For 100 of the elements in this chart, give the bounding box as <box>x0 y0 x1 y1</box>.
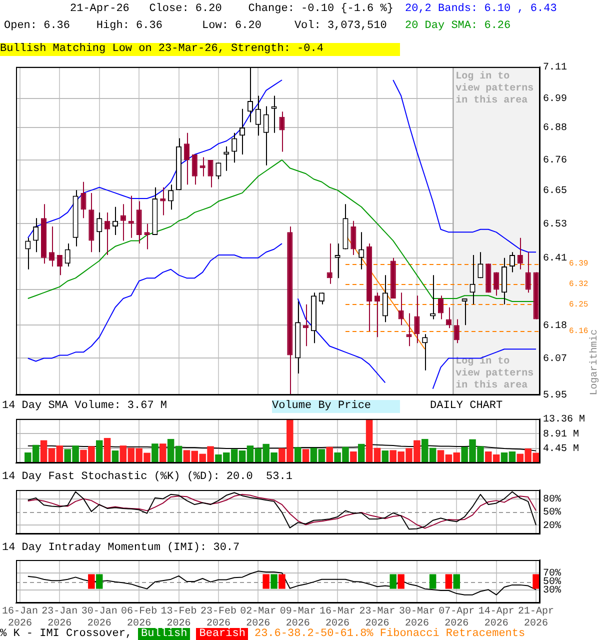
bar <box>326 446 333 463</box>
candlestick <box>398 292 404 326</box>
candlestick <box>239 108 246 156</box>
annotation: Log in to view patterns in this area <box>456 70 534 107</box>
bar <box>350 451 357 463</box>
bar <box>294 447 302 463</box>
candlestick <box>120 204 126 242</box>
candlestick <box>192 154 198 186</box>
candlestick <box>326 243 332 284</box>
annotation: Log in to view patterns in this area <box>456 356 534 392</box>
y-axis-title: Logarithmic <box>588 329 600 396</box>
x-tick-label: 21-Apr 2026 <box>518 606 554 630</box>
chart-subtitle: Open: 6.36 High: 6.36 Low: 6.20 Vol: 3,073,510 <box>4 20 387 33</box>
candlestick <box>232 132 238 164</box>
y-tick-label: 5.95 <box>543 390 568 402</box>
x-tick-label: 23-Jan 2026 <box>42 606 78 630</box>
y-tick-label: 7.11 <box>543 62 568 74</box>
candlestick <box>334 243 340 279</box>
text: Bearish <box>196 628 248 640</box>
bar <box>358 444 365 463</box>
ref-line-label: 6.32 <box>569 280 588 290</box>
chart-title: 21-Apr-26 Close: 6.20 Change: -0.10 {-1.6 %} <box>70 3 394 16</box>
y-tick-label: 6.41 <box>543 254 568 265</box>
y-tick-label: 50% <box>543 508 562 519</box>
candlestick <box>168 184 174 210</box>
ref-line-label: 6.16 <box>569 327 588 336</box>
text: DAILY CHART <box>430 400 503 413</box>
candlestick <box>525 252 531 294</box>
candlestick <box>104 212 110 256</box>
y-tick-label: 20% <box>543 520 562 532</box>
text: Bullish Matching Low on 23-Mar-26, Strength: -0.4 <box>0 43 400 56</box>
x-tick-label: 16-Mar 2026 <box>320 606 356 630</box>
text: Bullish <box>138 628 190 640</box>
x-tick-label: 02-Mar 2026 <box>240 606 276 630</box>
candlestick <box>80 181 86 219</box>
candlestick <box>517 237 523 270</box>
candlestick <box>303 304 309 347</box>
x-tick-label: 09-Mar 2026 <box>280 606 316 630</box>
y-tick-label: 6.07 <box>543 354 568 365</box>
bar <box>104 438 111 463</box>
candlestick <box>263 106 269 166</box>
candlestick <box>454 318 460 344</box>
candlestick <box>136 200 142 244</box>
y-tick-label: 6.53 <box>543 219 568 230</box>
y-tick-label: 6.65 <box>543 186 568 197</box>
candlestick <box>279 111 285 152</box>
x-tick-label: 30-Jan 2026 <box>81 606 118 630</box>
candlestick <box>160 186 166 216</box>
y-tick-label: 4.45 M <box>543 444 580 455</box>
y-tick-label: 6.18 <box>543 320 568 332</box>
candlestick <box>438 295 444 320</box>
candlestick <box>255 95 261 136</box>
candlestick <box>422 334 428 371</box>
candlestick <box>144 223 150 250</box>
x-tick-label: 07-Apr 2026 <box>438 606 475 630</box>
chart-title: 14 Day Intraday Momentum (IMI): 30.7 <box>2 542 240 555</box>
y-tick-label: 13.36 M <box>543 414 586 426</box>
candlestick <box>25 237 31 270</box>
candlestick <box>406 312 412 347</box>
candlestick <box>56 254 62 276</box>
y-tick-label: 6.99 <box>543 94 568 105</box>
bar <box>96 440 103 463</box>
candlestick <box>470 254 476 305</box>
candlestick <box>374 292 380 338</box>
ref-line-label: 6.25 <box>569 300 588 310</box>
candlestick <box>382 274 388 323</box>
candlestick <box>350 220 356 256</box>
chart-title: 14 Day SMA Volume: 3.67 M <box>2 400 168 413</box>
ref-line-label: 6.39 <box>569 260 588 269</box>
text: % K - IMI Crossover, <box>0 628 132 640</box>
text: 20,2 Bands: 6.10 , 6.43 <box>405 3 557 16</box>
candlestick <box>358 232 364 270</box>
candlestick <box>184 132 190 186</box>
candlestick <box>208 159 214 188</box>
bar <box>152 444 158 463</box>
x-tick-label: 16-Jan 2026 <box>2 606 38 630</box>
candlestick <box>33 218 39 253</box>
x-tick-label: 14-Apr 2026 <box>478 606 514 630</box>
candlestick <box>112 206 118 236</box>
chart-title: 14 Day Fast Stochastic (%K) (%D): 20.0 53.1 <box>2 471 292 484</box>
text: 20 Day SMA: 6.26 <box>405 20 511 33</box>
y-tick-label: 8.91 M <box>543 429 580 440</box>
text: 23.6-38.2-50-61.8% Fibonacci Retracements <box>254 628 526 640</box>
x-tick-label: 30-Mar 2026 <box>398 606 435 630</box>
y-tick-label: 6.76 <box>543 156 568 167</box>
text: Volume By Price <box>272 400 400 413</box>
y-tick-label: 6.88 <box>543 123 568 134</box>
candlestick <box>509 252 515 273</box>
candlestick <box>494 272 500 296</box>
candlestick <box>462 298 468 326</box>
candlestick <box>446 306 452 329</box>
candlestick <box>64 243 70 268</box>
bar <box>302 449 310 463</box>
candlestick <box>478 252 484 279</box>
y-tick-label: 80% <box>543 494 562 506</box>
bar <box>160 444 166 463</box>
candlestick <box>96 212 102 253</box>
candlestick <box>414 295 420 344</box>
candlestick <box>216 162 222 180</box>
candlestick <box>48 226 55 268</box>
